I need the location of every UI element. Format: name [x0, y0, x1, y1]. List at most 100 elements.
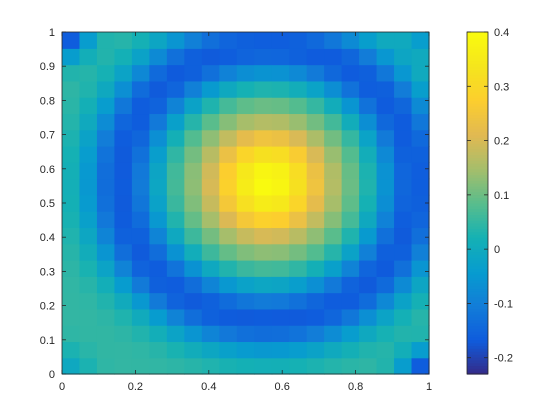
heatmap-cell [289, 129, 308, 147]
heatmap-cell [131, 211, 150, 229]
heatmap-cell [306, 64, 325, 82]
heatmap-cell [96, 227, 116, 245]
heatmap-cell [254, 341, 273, 359]
heatmap-cell [376, 32, 395, 49]
heatmap-cell [411, 341, 430, 359]
colorbar-segment [467, 254, 488, 258]
heatmap-cell [236, 162, 255, 180]
heatmap-cell [131, 276, 150, 294]
heatmap-cell [289, 308, 308, 326]
heatmap-cell [79, 80, 98, 98]
colorbar-segment [467, 211, 488, 215]
colorbar-tick-label: 0.1 [494, 190, 509, 202]
heatmap-cell [96, 146, 116, 163]
heatmap-cell [394, 32, 413, 49]
heatmap-cell [411, 162, 430, 180]
colorbar-segment [467, 168, 488, 173]
heatmap-cell [394, 260, 413, 277]
heatmap-cell [394, 357, 413, 375]
heatmap-cell [236, 292, 255, 310]
heatmap-cell [149, 48, 168, 66]
heatmap-cell [306, 325, 325, 343]
heatmap-cell [254, 325, 273, 343]
heatmap-cell [394, 64, 413, 82]
heatmap-cell [166, 129, 185, 147]
heatmap-cell [184, 211, 203, 229]
heatmap-cell [114, 64, 133, 82]
heatmap-cell [394, 48, 413, 66]
heatmap-cell [149, 178, 168, 196]
heatmap-cell [411, 357, 430, 375]
heatmap-cell [201, 243, 220, 261]
colorbar-segment [467, 317, 488, 321]
colorbar-segment [467, 140, 488, 144]
heatmap-cell [62, 243, 81, 261]
heatmap-cell [324, 97, 343, 115]
heatmap-cell [376, 48, 395, 66]
heatmap-cell [236, 194, 255, 212]
heatmap-cell [79, 243, 98, 261]
heatmap-cell [324, 80, 343, 98]
heatmap-cell [236, 48, 255, 66]
heatmap-cell [131, 113, 150, 131]
heatmap-cell [62, 325, 81, 343]
heatmap-cell [219, 276, 238, 294]
heatmap-cell [166, 32, 185, 49]
heatmap-cell [184, 357, 203, 375]
heatmap-cell [96, 211, 116, 229]
colorbar-frame [466, 31, 489, 375]
colorbar-segment [467, 237, 488, 241]
heatmap-cell [201, 162, 220, 180]
heatmap-cell [149, 325, 168, 343]
colorbar-segment [467, 342, 488, 347]
colorbar-segment [467, 114, 488, 119]
heatmap-cell [62, 227, 81, 245]
heatmap-cell [219, 129, 238, 147]
heatmap-cell [131, 227, 150, 245]
heatmap-cell [376, 64, 395, 82]
colorbar-segment [467, 83, 488, 87]
y-tick-label: 0 [49, 369, 55, 381]
heatmap-cell [394, 308, 413, 326]
colorbar-segment [467, 359, 488, 364]
x-tick-label: 0.8 [348, 381, 363, 393]
heatmap-cell [376, 276, 395, 294]
heatmap-cell [201, 97, 220, 115]
colorbar [466, 31, 489, 375]
y-axis: 0 0.1 0.2 0.3 0.4 0.5 0.6 0.7 0.8 0.9 1 [40, 27, 429, 381]
heatmap-cell [359, 64, 378, 82]
heatmap-cell [184, 243, 203, 261]
x-tick-label: 1 [426, 381, 432, 393]
heatmap-cell [149, 276, 168, 294]
heatmap-cell [359, 211, 378, 229]
y-tick-label: 0.3 [40, 266, 55, 278]
colorbar-segment [467, 345, 488, 349]
colorbar-segment [467, 174, 488, 178]
colorbar-segment [467, 32, 488, 36]
colorbar-segment [467, 245, 488, 250]
heatmap-cell [359, 243, 378, 261]
y-tick-label: 1 [49, 27, 55, 39]
colorbar-segment [467, 180, 488, 184]
heatmap-cell [289, 97, 308, 115]
heatmap-cell [271, 64, 290, 82]
colorbar-segment [467, 271, 488, 275]
y-tick-label: 0.2 [40, 301, 55, 313]
heatmap-cell [114, 146, 133, 163]
heatmap-cell [62, 97, 81, 115]
heatmap-cell [79, 113, 98, 131]
heatmap-cell [341, 146, 360, 163]
heatmap-cell [271, 113, 290, 131]
heatmap-cell [79, 276, 98, 294]
heatmap-cell [96, 97, 116, 115]
colorbar-segment [467, 274, 488, 278]
heatmap-cell [324, 357, 343, 375]
heatmap-cell [114, 243, 133, 261]
heatmap-cell [411, 64, 430, 82]
heatmap-cell [219, 48, 238, 66]
colorbar-segment [467, 69, 488, 73]
heatmap-cell [114, 227, 133, 245]
heatmap-cell [324, 292, 343, 310]
colorbar-segment [467, 214, 488, 218]
heatmap-cell [184, 292, 203, 310]
